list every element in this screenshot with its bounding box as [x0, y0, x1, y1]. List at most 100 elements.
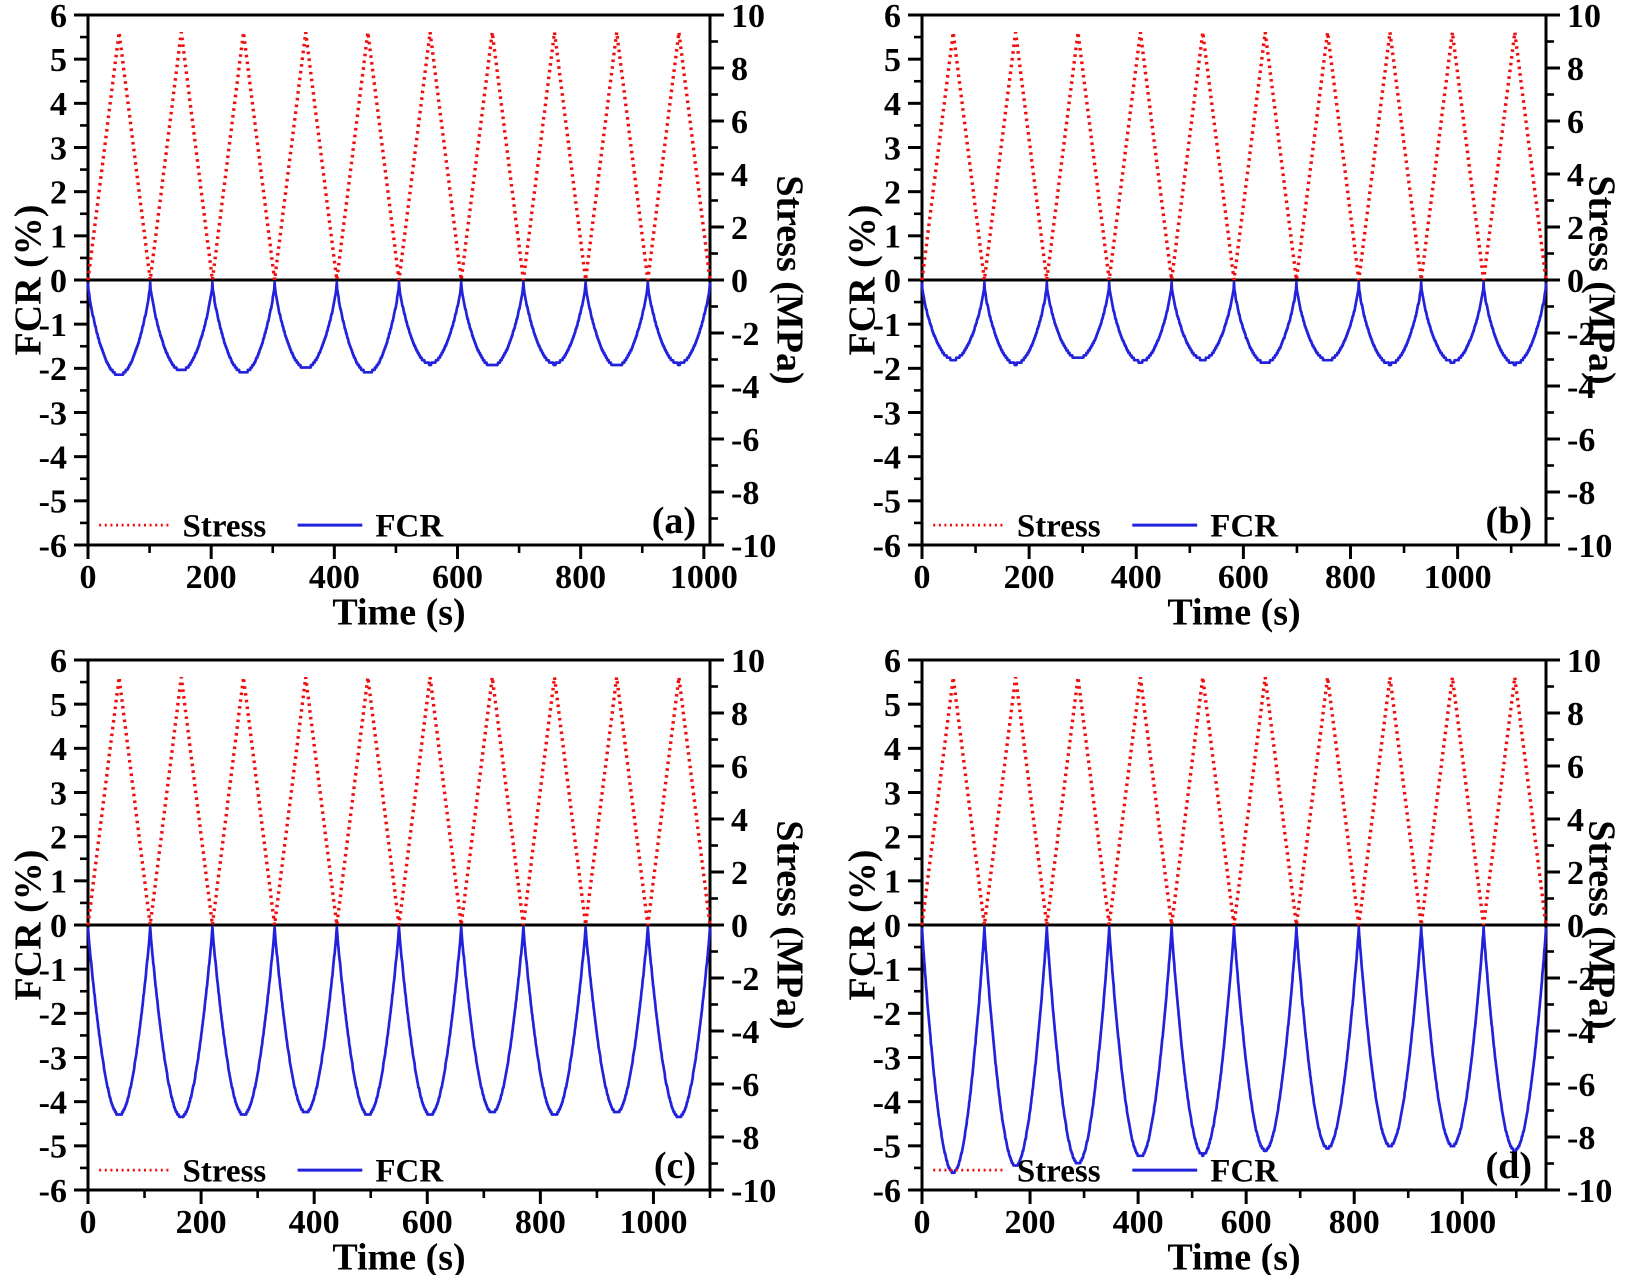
x-tick-label: 400: [1111, 559, 1162, 596]
left-tick-label: 2: [884, 820, 901, 857]
right-tick-label: 2: [1567, 855, 1584, 892]
right-tick-label: -2: [1567, 316, 1595, 353]
left-tick-label: -6: [873, 528, 901, 565]
panel-d-right-axis-title: Stress (MPa): [1581, 820, 1623, 1029]
panel-c-fcr-curve: [86, 926, 712, 1119]
x-tick-label: 400: [1113, 1204, 1164, 1241]
left-tick-label: 5: [884, 42, 901, 79]
left-tick-label: 2: [50, 175, 67, 212]
panel-a-x-axis-title: Time (s): [332, 591, 465, 633]
left-tick-label: 3: [50, 775, 67, 812]
left-tick-label: -1: [873, 307, 901, 344]
panel-d-fcr-curve: [920, 926, 1548, 1175]
right-tick-label: -8: [1567, 475, 1595, 512]
legend-stress-label: Stress: [1017, 1154, 1101, 1190]
left-tick-label: -6: [39, 1173, 67, 1210]
right-tick-label: -10: [731, 528, 776, 565]
left-tick-label: -6: [39, 528, 67, 565]
x-tick-label: 0: [914, 1204, 931, 1241]
left-tick-label: 5: [884, 687, 901, 724]
left-tick-label: 1: [50, 864, 67, 901]
panel-d-left-axis-title: FCR (%): [841, 850, 883, 1001]
panel-c-right-axis-title: Stress (MPa): [769, 820, 811, 1029]
left-tick-label: -2: [39, 996, 67, 1033]
panel-d-legend: Stress FCR: [933, 1154, 1279, 1190]
left-tick-label: 3: [884, 130, 901, 167]
left-tick-label: 4: [884, 731, 901, 768]
panel-c-stress-curve: [86, 677, 712, 926]
panel-d-stress-curve: [920, 677, 1548, 926]
right-tick-label: -2: [731, 961, 759, 998]
left-tick-label: -2: [39, 351, 67, 388]
right-tick-label: -4: [1567, 369, 1595, 406]
right-tick-label: 2: [731, 855, 748, 892]
left-tick-label: -1: [39, 952, 67, 989]
panel-d-label: (d): [1486, 1145, 1532, 1187]
left-tick-label: 4: [50, 731, 67, 768]
x-tick-label: 0: [80, 559, 97, 596]
left-tick-label: 6: [50, 643, 67, 680]
right-tick-label: 2: [1567, 210, 1584, 247]
right-tick-label: -4: [1567, 1014, 1595, 1051]
left-tick-label: -2: [873, 351, 901, 388]
left-tick-label: 4: [884, 86, 901, 123]
left-tick-label: -1: [39, 307, 67, 344]
left-tick-label: -5: [39, 1129, 67, 1166]
right-tick-label: 10: [731, 643, 765, 680]
left-tick-label: 6: [884, 0, 901, 35]
legend-fcr-label: FCR: [375, 509, 444, 545]
left-tick-label: -4: [873, 440, 901, 477]
panel-c-x-axis-title: Time (s): [332, 1236, 465, 1275]
legend-stress-label: Stress: [1017, 509, 1101, 545]
x-tick-label: 800: [1329, 1204, 1380, 1241]
right-tick-label: -4: [731, 1014, 759, 1051]
x-tick-label: 800: [515, 1204, 566, 1241]
right-tick-label: 8: [1567, 696, 1584, 733]
left-tick-label: -3: [39, 395, 67, 432]
right-tick-label: 6: [1567, 749, 1584, 786]
left-tick-label: 1: [884, 864, 901, 901]
legend-fcr-label: FCR: [1210, 509, 1279, 545]
x-tick-label: 400: [309, 559, 360, 596]
x-tick-label: 1000: [1424, 559, 1492, 596]
right-tick-label: -6: [731, 422, 759, 459]
right-tick-label: 4: [1567, 802, 1584, 839]
x-tick-label: 1000: [670, 559, 738, 596]
panel-a-stress-curve: [86, 32, 712, 281]
right-tick-label: 0: [731, 908, 748, 945]
right-tick-label: 6: [731, 104, 748, 141]
panel-b-label: (b): [1486, 500, 1532, 542]
right-tick-label: 0: [731, 263, 748, 300]
right-tick-label: 2: [731, 210, 748, 247]
right-tick-label: -8: [731, 1120, 759, 1157]
left-tick-label: -5: [873, 1129, 901, 1166]
right-tick-label: 10: [731, 0, 765, 35]
legend-fcr-label: FCR: [1210, 1154, 1279, 1190]
panel-a-label: (a): [652, 500, 696, 542]
right-tick-label: -6: [731, 1067, 759, 1104]
x-tick-label: 0: [80, 1204, 97, 1241]
x-tick-label: 200: [1005, 1204, 1056, 1241]
x-tick-label: 600: [402, 1204, 453, 1241]
panel-a-fcr-curve: [86, 281, 712, 377]
right-tick-label: 8: [1567, 51, 1584, 88]
right-tick-label: -2: [1567, 961, 1595, 998]
x-tick-label: 200: [186, 559, 237, 596]
left-tick-label: 0: [884, 908, 901, 945]
panel-a-legend: Stress FCR: [99, 509, 444, 545]
panel-b-left-axis-title: FCR (%): [841, 205, 883, 356]
left-tick-label: -1: [873, 952, 901, 989]
right-tick-label: -8: [731, 475, 759, 512]
right-tick-label: 0: [1567, 263, 1584, 300]
right-tick-label: -6: [1567, 422, 1595, 459]
right-tick-label: 4: [731, 802, 748, 839]
x-tick-label: 600: [432, 559, 483, 596]
left-tick-label: 5: [50, 42, 67, 79]
